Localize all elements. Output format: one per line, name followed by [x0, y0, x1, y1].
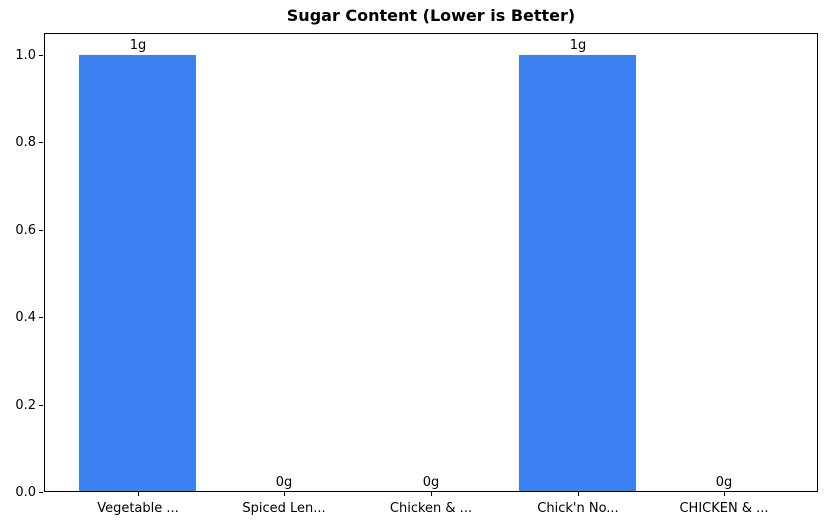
x-axis-tick-mark [284, 492, 285, 496]
x-axis-tick-mark [724, 492, 725, 496]
bar-1 [79, 55, 196, 491]
y-axis-tick-mark [39, 230, 43, 231]
x-axis-tick-label: Chick'n No... [537, 501, 619, 516]
bar-value-label: 0g [422, 475, 440, 490]
chart-title: Sugar Content (Lower is Better) [286, 6, 576, 25]
y-axis-tick-mark [39, 405, 43, 406]
x-axis-tick-label: Vegetable ... [97, 501, 179, 516]
bar-value-label: 0g [275, 475, 293, 490]
bar-4 [519, 55, 636, 491]
y-axis-tick-mark [39, 492, 43, 493]
x-axis-tick-mark [578, 492, 579, 496]
bar-value-label: 0g [715, 475, 733, 490]
y-axis-tick-label: 0.0 [15, 485, 36, 500]
x-axis-tick-label: Chicken & ... [389, 501, 473, 516]
x-axis-tick-mark [138, 492, 139, 496]
y-axis-tick-label: 0.6 [15, 223, 36, 238]
y-axis-tick-mark [39, 142, 43, 143]
x-axis-tick-label: CHICKEN & ... [679, 501, 769, 516]
bar-value-label: 1g [569, 38, 587, 53]
y-axis-tick-mark [39, 317, 43, 318]
y-axis-tick-label: 0.4 [15, 310, 36, 325]
y-axis-tick-label: 0.2 [15, 398, 36, 413]
y-axis-tick-mark [39, 55, 43, 56]
bar-value-label: 1g [129, 38, 147, 53]
x-axis-tick-mark [431, 492, 432, 496]
y-axis-tick-label: 0.8 [15, 135, 36, 150]
y-axis-tick-label: 1.0 [15, 48, 36, 63]
x-axis-tick-label: Spiced Len... [242, 501, 326, 516]
